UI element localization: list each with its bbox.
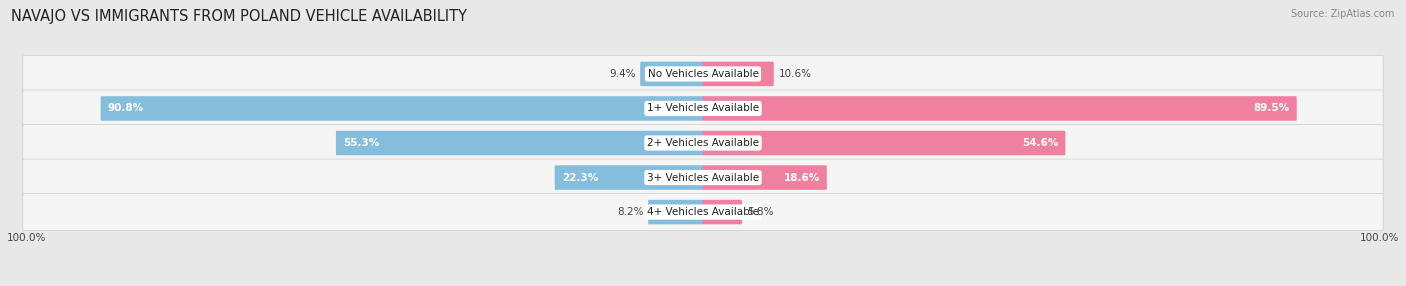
Text: 100.0%: 100.0%	[1360, 233, 1399, 243]
Text: 8.2%: 8.2%	[617, 207, 644, 217]
FancyBboxPatch shape	[703, 96, 1296, 121]
Text: 4+ Vehicles Available: 4+ Vehicles Available	[647, 207, 759, 217]
Text: 90.8%: 90.8%	[108, 104, 143, 114]
Text: 10.6%: 10.6%	[779, 69, 811, 79]
FancyBboxPatch shape	[22, 159, 1384, 196]
Text: 89.5%: 89.5%	[1254, 104, 1289, 114]
FancyBboxPatch shape	[703, 200, 742, 224]
Text: 1+ Vehicles Available: 1+ Vehicles Available	[647, 104, 759, 114]
Text: 9.4%: 9.4%	[609, 69, 636, 79]
FancyBboxPatch shape	[22, 194, 1384, 231]
FancyBboxPatch shape	[101, 96, 703, 121]
FancyBboxPatch shape	[336, 131, 703, 155]
Text: 55.3%: 55.3%	[343, 138, 380, 148]
FancyBboxPatch shape	[640, 62, 703, 86]
Text: 18.6%: 18.6%	[783, 172, 820, 182]
Text: 3+ Vehicles Available: 3+ Vehicles Available	[647, 172, 759, 182]
FancyBboxPatch shape	[703, 131, 1066, 155]
FancyBboxPatch shape	[22, 55, 1384, 92]
Text: 2+ Vehicles Available: 2+ Vehicles Available	[647, 138, 759, 148]
FancyBboxPatch shape	[648, 200, 703, 224]
Text: 5.8%: 5.8%	[747, 207, 773, 217]
Text: 54.6%: 54.6%	[1022, 138, 1059, 148]
FancyBboxPatch shape	[703, 62, 773, 86]
FancyBboxPatch shape	[22, 124, 1384, 162]
Text: 100.0%: 100.0%	[7, 233, 46, 243]
FancyBboxPatch shape	[554, 165, 703, 190]
Text: 22.3%: 22.3%	[562, 172, 598, 182]
FancyBboxPatch shape	[22, 90, 1384, 127]
Text: No Vehicles Available: No Vehicles Available	[648, 69, 758, 79]
Text: Source: ZipAtlas.com: Source: ZipAtlas.com	[1291, 9, 1395, 19]
FancyBboxPatch shape	[703, 165, 827, 190]
Text: NAVAJO VS IMMIGRANTS FROM POLAND VEHICLE AVAILABILITY: NAVAJO VS IMMIGRANTS FROM POLAND VEHICLE…	[11, 9, 467, 23]
